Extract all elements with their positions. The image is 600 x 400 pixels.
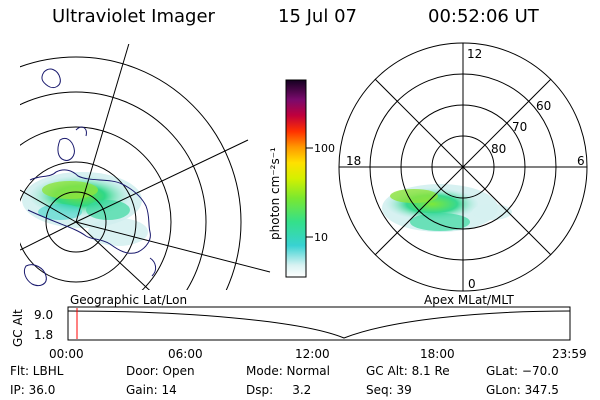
gain-info: Gain: 14 [126, 383, 177, 397]
filter-info: Flt: LBHL [10, 364, 64, 378]
latitude-circles [20, 56, 242, 290]
geographic-map [20, 44, 271, 290]
altitude-curve [67, 310, 571, 339]
glon-info: GLon: 347.5 [486, 383, 559, 397]
altitude-tick-9: 9.0 [34, 308, 53, 322]
mlt-label-18: 18 [346, 154, 361, 168]
coastlines [23, 68, 157, 287]
time-tick-0600: 06:00 [168, 347, 203, 361]
mlt-label-0: 0 [468, 277, 476, 291]
dsp-info: Dsp: 3.2 [246, 383, 312, 397]
time-tick-2359: 23:59 [552, 347, 587, 361]
mode-info: Mode: Normal [246, 364, 330, 378]
altitude-axis-label: GC Alt [11, 309, 25, 347]
gc-alt-info: GC Alt: 8.1 Re [366, 364, 450, 378]
seq-info: Seq: 39 [366, 383, 412, 397]
observation-time: 00:52:06 UT [428, 6, 539, 27]
mlt-label-6: 6 [577, 154, 585, 168]
geographic-map-label: Geographic Lat/Lon [70, 293, 187, 307]
ip-info: IP: 36.0 [10, 383, 56, 397]
time-tick-0000: 00:00 [49, 347, 84, 361]
aurora-emission-apex [382, 184, 512, 232]
mlat-label-60: 60 [536, 99, 551, 113]
mlt-lines [339, 43, 587, 291]
mlt-label-12: 12 [467, 47, 482, 61]
colorbar: 100 10 photon cm⁻²s⁻¹ [268, 79, 335, 278]
mlat-label-80: 80 [491, 142, 506, 156]
altitude-tick-1-8: 1.8 [34, 328, 53, 342]
apex-polar-map: 12 18 6 0 60 70 80 [338, 42, 588, 292]
door-info: Door: Open [126, 364, 195, 378]
time-tick-1200: 12:00 [295, 347, 330, 361]
time-tick-1800: 18:00 [420, 347, 455, 361]
observation-date: 15 Jul 07 [278, 6, 357, 27]
colorbar-unit-label: photon cm⁻²s⁻¹ [268, 147, 282, 240]
glat-info: GLat: −70.0 [486, 364, 559, 378]
mlat-label-70: 70 [512, 120, 527, 134]
colorbar-tick-10: 10 [314, 231, 328, 244]
apex-map-label: Apex MLat/MLT [424, 293, 514, 307]
instrument-title: Ultraviolet Imager [52, 6, 215, 27]
colorbar-tick-100: 100 [314, 142, 335, 155]
altitude-plot: GC Alt 9.0 1.8 00:00 06:00 12:00 18:00 2… [11, 306, 587, 361]
